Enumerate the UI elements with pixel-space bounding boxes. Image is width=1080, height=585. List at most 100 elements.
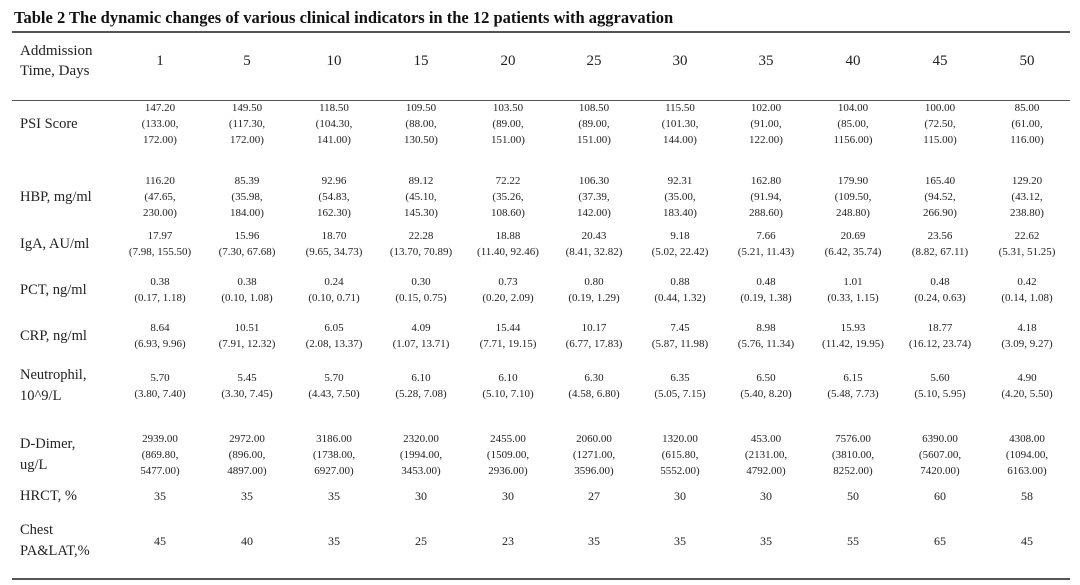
header-day: 10 [326, 53, 342, 69]
table-cell: 102.00 (91.00, 122.00) [720, 100, 812, 148]
cell-line: 238.80) [1010, 207, 1044, 219]
cell-line: 116.00) [1010, 134, 1044, 146]
table-cell: 0.48 (0.24, 0.63) [894, 274, 986, 306]
cell-line: (0.19, 1.29) [568, 292, 620, 304]
table-cell: 4.09 (1.07, 13.71) [375, 320, 467, 352]
table-cell: 1.01 (0.33, 1.15) [807, 274, 899, 306]
cell-line: 0.38 [150, 276, 170, 288]
table-cell: 89.12 (45.10, 145.30) [375, 173, 467, 221]
cell-line: 109.50 [405, 102, 437, 114]
table-cell: 0.24 (0.10, 0.71) [288, 274, 380, 306]
cell-line: (43.12, [1011, 191, 1043, 203]
cell-line: 104.00 [837, 102, 869, 114]
cell-line: (104.30, [315, 118, 353, 130]
cell-line: 108.60) [491, 207, 525, 219]
cell-line: (7.71, 19.15) [479, 338, 537, 350]
cell-line: 6.35 [670, 372, 690, 384]
table-cell: 30 [634, 488, 726, 504]
cell-line: 179.90 [837, 175, 869, 187]
cell-line: 116.20 [145, 175, 175, 187]
cell-line: 2320.00 [403, 433, 439, 445]
table-cell: 165.40 (94.52, 266.90) [894, 173, 986, 221]
row-label: HRCT, % [20, 486, 77, 507]
cell-line: 30 [502, 489, 514, 503]
cell-line: 5477.00) [140, 465, 180, 477]
table-cell: 2972.00 (896.00, 4897.00) [201, 431, 293, 479]
table-cell: 35 [720, 533, 812, 549]
cell-line: 20.43 [581, 230, 607, 242]
table-cell: 0.80 (0.19, 1.29) [548, 274, 640, 306]
row-label-line: 10^9/L [20, 388, 62, 404]
cell-line: (16.12, 23.74) [908, 338, 972, 350]
cell-line: (101.30, [661, 118, 699, 130]
table-cell: 5.45 (3.30, 7.45) [201, 370, 293, 402]
cell-line: 4792.00) [746, 465, 786, 477]
table-cell: 10.17 (6.77, 17.83) [548, 320, 640, 352]
cell-line: 151.00) [491, 134, 525, 146]
table-cell: 23 [462, 533, 554, 549]
cell-line: (5.31, 51.25) [998, 246, 1056, 258]
cell-line: (47.65, [144, 191, 176, 203]
cell-line: 15.93 [840, 322, 866, 334]
table-cell: 2320.00 (1994.00, 3453.00) [375, 431, 467, 479]
cell-line: 1.01 [843, 276, 863, 288]
cell-line: (11.40, 92.46) [477, 246, 539, 258]
cell-line: 106.30 [578, 175, 610, 187]
row-label-line: HBP, mg/ml [20, 188, 92, 205]
cell-line: (5.87, 11.98) [651, 338, 709, 350]
table-cell: 2939.00 (869.80, 5477.00) [114, 431, 206, 479]
cell-line: 5552.00) [660, 465, 700, 477]
cell-line: 45 [154, 534, 166, 548]
cell-line: 0.24 [324, 276, 344, 288]
table-cell: 45 [981, 533, 1073, 549]
cell-line: 35 [328, 489, 340, 503]
cell-line: 102.00 [750, 102, 782, 114]
cell-line: 108.50 [578, 102, 610, 114]
table-cell: 18.70 (9.65, 34.73) [288, 228, 380, 260]
cell-line: (896.00, [228, 449, 266, 461]
table-title: Table 2 The dynamic changes of various c… [14, 8, 674, 27]
header-day: 40 [845, 53, 861, 69]
cell-line: 230.00) [143, 207, 177, 219]
table-cell: 10.51 (7.91, 12.32) [201, 320, 293, 352]
table-cell: 8.64 (6.93, 9.96) [114, 320, 206, 352]
cell-line: 3453.00) [401, 465, 441, 477]
cell-line: 35 [674, 534, 686, 548]
row-label: CRP, ng/ml [20, 326, 87, 347]
table-cell: 20.43 (8.41, 32.82) [548, 228, 640, 260]
table-cell: 147.20 (133.00, 172.00) [114, 100, 206, 148]
cell-line: (8.82, 67.11) [911, 246, 969, 258]
cell-line: (45.10, [405, 191, 437, 203]
header-line: Time, Days [20, 63, 90, 79]
table-cell: 92.96 (54.83, 162.30) [288, 173, 380, 221]
table-cell: 100.00 (72.50, 115.00) [894, 100, 986, 148]
cell-line: 165.40 [924, 175, 956, 187]
table-cell: 5.70 (4.43, 7.50) [288, 370, 380, 402]
cell-line: 72.22 [495, 175, 521, 187]
cell-line: 58 [1021, 489, 1033, 503]
row-label-line: PCT, ng/ml [20, 281, 87, 298]
cell-line: 1156.00) [833, 134, 873, 146]
cell-line: 184.00) [230, 207, 264, 219]
cell-line: 453.00 [750, 433, 782, 445]
table-cell: 7.66 (5.21, 11.43) [720, 228, 812, 260]
cell-line: (88.00, [405, 118, 437, 130]
cell-line: (91.00, [750, 118, 782, 130]
cell-line: (7.98, 155.50) [128, 246, 192, 258]
cell-line: (3810.00, [831, 449, 875, 461]
table-cell: 45 [114, 533, 206, 549]
header-day: 50 [1019, 53, 1035, 69]
cell-line: 122.00) [749, 134, 783, 146]
cell-line: 5.45 [237, 372, 257, 384]
cell-line: (5.28, 7.08) [395, 388, 447, 400]
cell-line: (3.09, 9.27) [1001, 338, 1053, 350]
cell-line: (35.98, [231, 191, 263, 203]
table-cell: 2060.00 (1271.00, 3596.00) [548, 431, 640, 479]
header-day: 1 [156, 53, 164, 69]
cell-line: (1738.00, [312, 449, 356, 461]
cell-line: 0.48 [930, 276, 950, 288]
cell-line: 0.42 [1017, 276, 1037, 288]
cell-line: 162.30) [317, 207, 351, 219]
cell-line: 2972.00 [229, 433, 265, 445]
cell-line: 22.28 [408, 230, 434, 242]
